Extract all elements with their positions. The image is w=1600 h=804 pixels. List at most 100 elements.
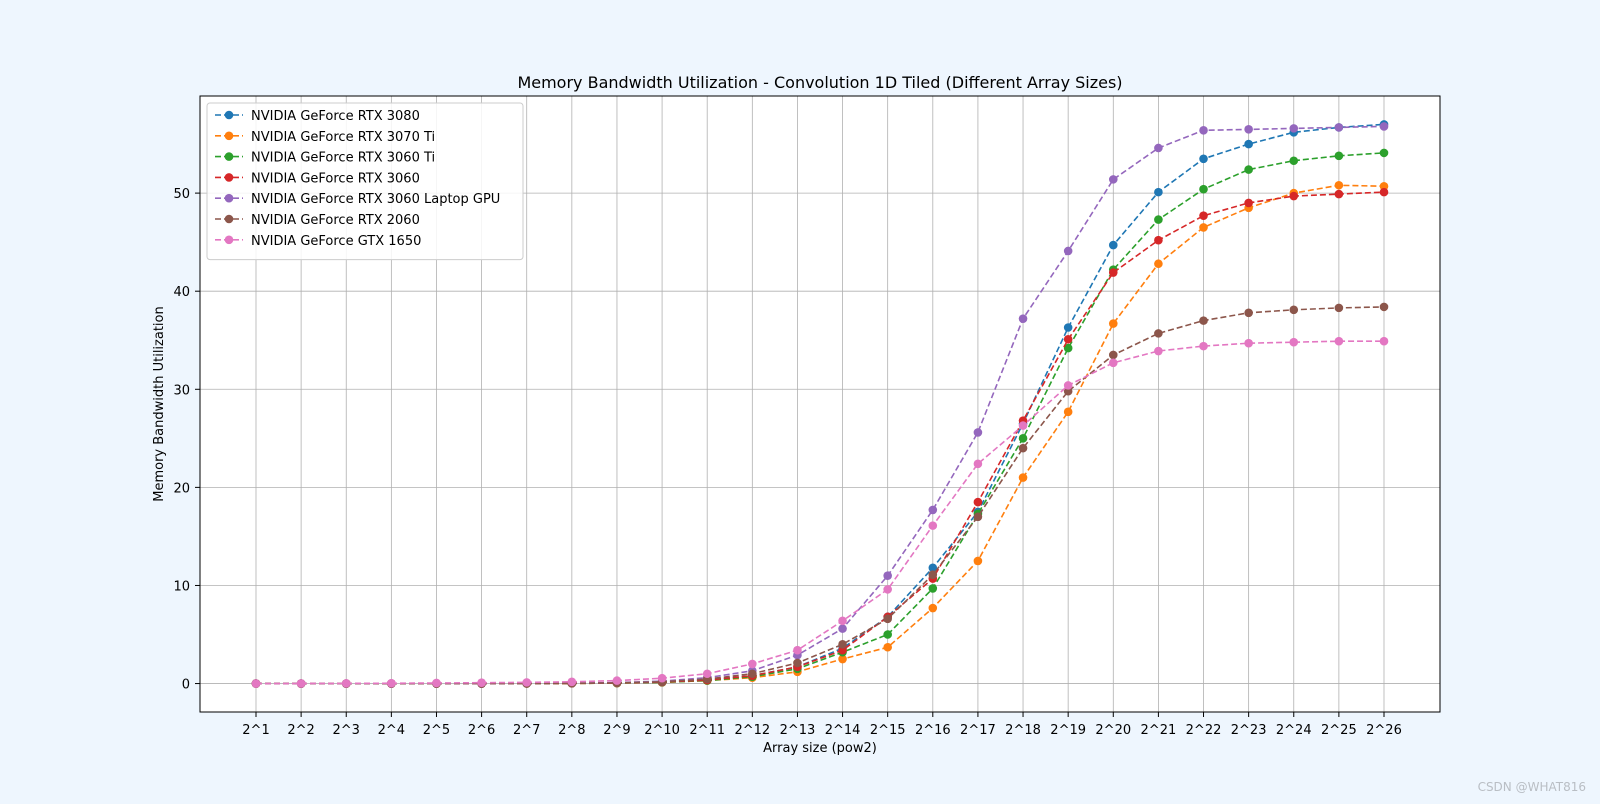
data-point: [1154, 329, 1163, 338]
y-tick-label: 20: [173, 481, 190, 496]
y-tick-label: 40: [173, 285, 190, 300]
data-point: [883, 630, 892, 639]
x-tick-label: 2^15: [870, 723, 906, 738]
data-point: [1108, 268, 1118, 277]
data-point: [1154, 346, 1163, 356]
data-point: [1199, 211, 1208, 220]
x-tick-label: 2^6: [468, 723, 495, 738]
y-tick-label: 0: [182, 678, 190, 693]
data-point: [702, 669, 712, 679]
legend-marker: [224, 193, 234, 203]
x-tick-label: 2^19: [1050, 723, 1086, 738]
data-point: [1199, 154, 1208, 164]
data-point: [1334, 336, 1344, 346]
legend-label: NVIDIA GeForce GTX 1650: [251, 234, 421, 249]
data-point: [251, 679, 261, 688]
data-point: [1244, 125, 1253, 134]
data-point: [1289, 305, 1299, 315]
data-point: [1108, 175, 1118, 184]
data-point: [973, 512, 983, 522]
data-point: [522, 678, 532, 687]
data-point: [1063, 407, 1073, 417]
x-tick-label: 2^25: [1321, 723, 1357, 738]
legend-label: NVIDIA GeForce RTX 2060: [251, 213, 420, 228]
x-tick-label: 2^14: [825, 723, 861, 738]
data-point: [1379, 148, 1389, 158]
data-point: [928, 570, 938, 579]
data-point: [1154, 143, 1163, 153]
data-point: [928, 584, 938, 593]
watermark: CSDN @WHAT816: [1477, 780, 1586, 794]
data-point: [1018, 314, 1028, 323]
data-point: [1154, 187, 1163, 197]
legend-marker: [224, 131, 234, 141]
data-point: [973, 556, 983, 566]
plot-frame: [199, 95, 1441, 713]
data-point: [1244, 139, 1253, 149]
series-line: [256, 152, 1385, 685]
data-point: [1289, 156, 1299, 166]
data-point: [928, 563, 938, 573]
x-tick-label: 2^2: [287, 723, 314, 738]
x-tick-label: 2^18: [1005, 723, 1041, 738]
x-tick-label: 2^4: [378, 723, 405, 738]
legend-marker: [224, 235, 234, 245]
data-point: [1108, 240, 1118, 250]
data-point: [973, 428, 983, 437]
x-tick-label: 2^3: [333, 723, 360, 738]
data-point: [1244, 308, 1253, 318]
x-tick-label: 2^20: [1095, 723, 1131, 738]
data-point: [1334, 123, 1344, 132]
data-point: [838, 616, 847, 626]
data-point: [1063, 323, 1073, 332]
x-tick-label: 2^1: [242, 723, 269, 738]
data-point: [1018, 473, 1028, 482]
data-point: [883, 571, 892, 580]
y-axis-label: Memory Bandwidth Utilization: [152, 306, 167, 501]
x-tick-label: 2^21: [1141, 723, 1177, 738]
data-point: [1379, 187, 1389, 197]
data-point: [567, 677, 577, 687]
legend-label: NVIDIA GeForce RTX 3060 Laptop GPU: [251, 192, 500, 207]
data-point: [793, 645, 802, 655]
data-point: [1379, 302, 1389, 312]
legend-marker: [224, 110, 234, 120]
data-point: [1108, 350, 1118, 360]
data-point: [838, 640, 847, 649]
data-point: [1154, 215, 1163, 224]
chart-title: Memory Bandwidth Utilization - Convoluti…: [517, 73, 1122, 92]
x-tick-label: 2^23: [1231, 723, 1267, 738]
x-tick-label: 2^17: [960, 723, 996, 738]
data-point: [387, 678, 396, 688]
data-point: [1018, 421, 1028, 430]
x-tick-label: 2^24: [1276, 723, 1312, 738]
data-point: [341, 679, 351, 688]
data-point: [1063, 334, 1073, 344]
data-point: [1334, 180, 1344, 190]
data-point: [1018, 434, 1028, 443]
legend-marker: [224, 152, 234, 161]
x-tick-label: 2^16: [915, 723, 951, 738]
legend-label: NVIDIA GeForce RTX 3060 Ti: [251, 151, 435, 166]
data-point: [1244, 198, 1253, 208]
data-point: [883, 642, 892, 652]
data-point: [1379, 122, 1389, 131]
data-point: [1154, 235, 1163, 245]
data-point: [928, 521, 938, 530]
data-point: [883, 614, 892, 624]
data-point: [793, 658, 802, 668]
data-point: [748, 659, 757, 669]
series-line: [255, 340, 1384, 685]
data-point: [838, 645, 847, 655]
x-axis-label: Array size (pow2): [763, 741, 877, 756]
x-tick-label: 2^5: [423, 723, 450, 738]
data-point: [1063, 246, 1073, 256]
x-tick-label: 2^13: [780, 723, 816, 738]
legend-box: [206, 102, 524, 261]
series-line: [256, 306, 1385, 685]
data-point: [1244, 165, 1253, 174]
data-point: [612, 676, 622, 685]
data-point: [928, 603, 938, 613]
y-tick-label: 30: [173, 383, 190, 398]
